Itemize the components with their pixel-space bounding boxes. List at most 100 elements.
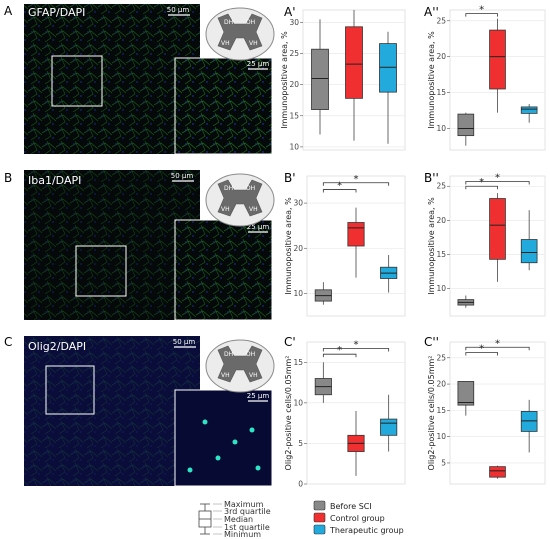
box-body: [457, 381, 475, 406]
significance-bracket: *: [322, 345, 357, 358]
cord-label-dh: DH: [246, 19, 255, 26]
significance-star: *: [495, 338, 500, 349]
y-tick-label: 25: [289, 49, 299, 58]
panel-label-c: C: [4, 335, 12, 349]
stain-label-b: Iba1/DAPI: [28, 174, 81, 187]
box-body: [379, 43, 397, 93]
inset-c: 25 µm: [174, 389, 273, 487]
significance-bracket: *: [322, 174, 390, 186]
box-before: [457, 295, 475, 308]
y-axis-label: Immunopositive area, %: [280, 31, 289, 129]
y-tick-label: 5: [298, 439, 303, 448]
key-q3: 3rd quartile: [224, 507, 271, 516]
key-q1: 1st quartile: [224, 523, 270, 532]
y-tick-label: 20: [289, 80, 299, 89]
key-minimum: Minimum: [224, 530, 261, 539]
y-tick-label: 10: [293, 289, 303, 298]
significance-star: *: [495, 172, 500, 183]
significance-bracket: *: [465, 172, 530, 185]
panel-label-b1: B': [284, 171, 296, 185]
panel-label-a2: A'': [424, 5, 439, 19]
y-tick-label: 5: [441, 458, 446, 467]
legend-swatch-therapeutic: [313, 524, 326, 535]
box-body: [489, 198, 506, 260]
key-median: Median: [224, 515, 253, 524]
inset-scale-text-c: 25 µm: [247, 392, 270, 400]
cord-label-dh: DH: [246, 351, 255, 358]
y-tick-label: 20: [436, 52, 446, 61]
y-axis-label: Immunopositive area, %: [427, 31, 436, 129]
cord-label-vh: VH: [221, 206, 230, 213]
box-control: [345, 10, 363, 141]
box-body: [345, 26, 363, 99]
y-tick-label: 10: [293, 398, 303, 407]
cord-diagram-a: DH DH VH VH: [205, 7, 275, 61]
box-key: Maximum 3rd quartile Median 1st quartile…: [198, 500, 271, 539]
scale-text-b: 50 µm: [171, 172, 194, 180]
panel-label-c2: C'': [424, 335, 439, 349]
box-before: [311, 19, 329, 135]
y-tick-label: 30: [293, 199, 303, 208]
panel-label-c1: C': [284, 335, 296, 349]
box-body: [520, 411, 538, 432]
roi-box-c: [45, 365, 95, 415]
legend-swatch-control: [313, 512, 326, 523]
y-axis-label: Olig2-positive cells/0.05mm²: [284, 356, 293, 471]
significance-bracket: *: [322, 181, 357, 193]
box-control: [489, 193, 506, 282]
significance-bracket: *: [465, 177, 498, 190]
box-body: [489, 466, 506, 478]
scale-text-a: 50 µm: [167, 6, 190, 14]
box-before: [457, 112, 475, 146]
y-tick-label: 15: [436, 250, 446, 259]
box-therapeutic: [520, 210, 538, 271]
cord-label-dh: DH: [224, 351, 233, 358]
legend-therapeutic: Therapeutic group: [329, 526, 404, 535]
box-therapeutic: [520, 104, 538, 123]
scale-text-c: 50 µm: [173, 338, 196, 346]
y-tick-label: 30: [289, 18, 299, 27]
y-tick-label: 15: [293, 358, 303, 367]
y-axis-label: Immunopositive area, %: [284, 197, 293, 295]
box-control: [489, 465, 506, 479]
significance-star: *: [337, 181, 342, 192]
y-tick-label: 10: [289, 142, 299, 151]
box-control: [347, 207, 365, 278]
y-tick-label: 15: [436, 88, 446, 97]
significance-bracket: *: [322, 339, 390, 352]
box-body: [457, 113, 475, 137]
significance-star: *: [354, 339, 359, 350]
box-therapeutic: [380, 255, 398, 293]
panel-label-b2: B'': [424, 171, 439, 185]
micrograph-c: Olig2/DAPI 50 µm: [24, 336, 200, 486]
cord-label-vh: VH: [221, 372, 230, 379]
micrograph-b: Iba1/DAPI 50 µm: [24, 170, 200, 320]
inset-scale-text-a: 25 µm: [247, 60, 270, 68]
significance-star: *: [479, 344, 484, 355]
inset-b: 25 µm: [174, 219, 273, 321]
cord-label-vh: VH: [249, 372, 258, 379]
box-body: [347, 222, 365, 247]
box-body: [520, 239, 538, 264]
legend-before: Before SCI: [330, 502, 372, 511]
inset-scale-text-b: 25 µm: [247, 223, 270, 231]
cord-label-dh: DH: [224, 185, 233, 192]
panel-label-a: A: [4, 4, 13, 18]
inset-a: 25 µm: [174, 57, 273, 155]
legend-swatch-before: [313, 500, 326, 511]
y-tick-label: 10: [436, 124, 446, 133]
y-tick-label: 25: [436, 353, 446, 362]
y-tick-label: 20: [436, 380, 446, 389]
micrograph-a: GFAP/DAPI 50 µm: [24, 4, 200, 154]
box-body: [380, 418, 398, 436]
legend-control: Control group: [330, 514, 385, 523]
y-tick-label: 25: [436, 16, 446, 25]
significance-star: *: [479, 5, 484, 16]
significance-star: *: [354, 174, 359, 185]
